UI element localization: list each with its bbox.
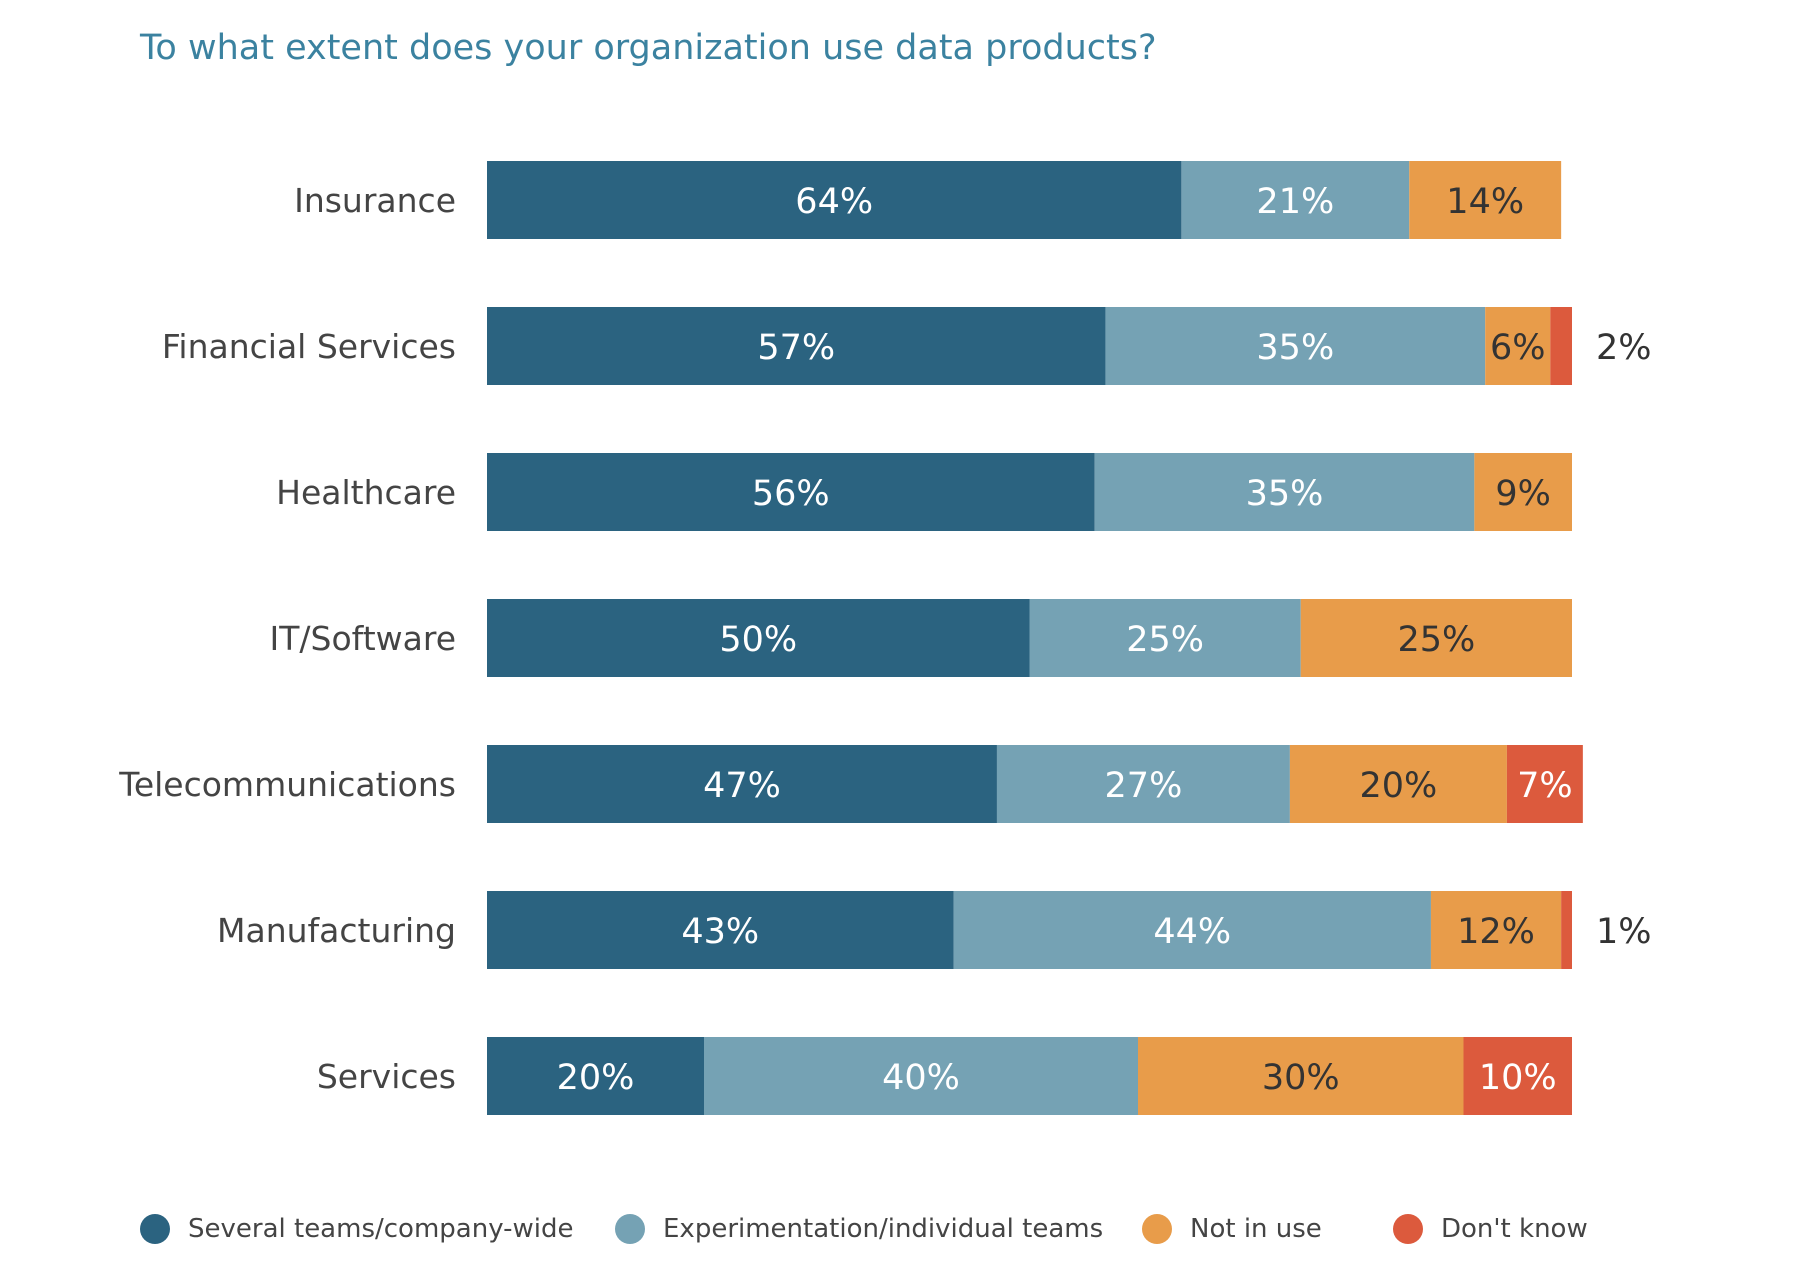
value-label: 50% — [719, 620, 797, 660]
value-label: 9% — [1495, 474, 1551, 514]
legend-label: Not in use — [1190, 1214, 1322, 1244]
value-label: 14% — [1446, 182, 1524, 222]
value-label: 25% — [1397, 620, 1475, 660]
legend-label: Experimentation/individual teams — [663, 1214, 1104, 1244]
value-label: 64% — [795, 182, 873, 222]
bar-segment — [487, 745, 997, 823]
value-label: 44% — [1153, 912, 1231, 952]
bar-segment — [953, 891, 1431, 969]
category-label: Financial Services — [162, 327, 456, 366]
value-label: 25% — [1126, 620, 1204, 660]
category-label: Insurance — [294, 181, 456, 220]
category-label: IT/Software — [270, 619, 456, 658]
chart-title: To what extent does your organization us… — [140, 28, 1157, 68]
value-label: 12% — [1457, 912, 1535, 952]
legend-swatch — [1142, 1214, 1172, 1244]
category-label: Telecommunications — [118, 765, 456, 804]
value-label: 40% — [882, 1058, 960, 1098]
legend-item: Don't know — [1393, 1214, 1588, 1244]
bar-segment — [487, 599, 1030, 677]
value-label: 56% — [752, 474, 830, 514]
bar-segment — [1506, 745, 1583, 823]
bar-segment — [1138, 1037, 1464, 1115]
bar-segment — [704, 1037, 1138, 1115]
legend-swatch — [615, 1214, 645, 1244]
bar-segment — [1094, 453, 1475, 531]
bar-segment — [1105, 307, 1486, 385]
bar-segment — [1029, 599, 1301, 677]
bar-segment — [996, 745, 1290, 823]
value-label: 47% — [703, 766, 781, 806]
legend-item: Experimentation/individual teams — [615, 1214, 1103, 1244]
legend-label: Several teams/company-wide — [188, 1214, 574, 1244]
bar-segment — [487, 891, 954, 969]
value-label: 35% — [1256, 328, 1334, 368]
value-label: 7% — [1517, 766, 1573, 806]
category-label: Manufacturing — [217, 911, 456, 950]
bar-segment — [1550, 307, 1572, 385]
value-label: 10% — [1479, 1058, 1557, 1098]
value-label: 30% — [1262, 1058, 1340, 1098]
bar-segment — [1289, 745, 1507, 823]
legend-swatch — [1393, 1214, 1423, 1244]
value-label: 1% — [1596, 912, 1652, 952]
bar-segment — [1409, 161, 1562, 239]
chart-legend: Several teams/company-wide Experimentatio… — [140, 1214, 1600, 1254]
value-label: 6% — [1490, 328, 1546, 368]
value-label: 27% — [1105, 766, 1183, 806]
bar-segment — [1300, 599, 1572, 677]
legend-item: Several teams/company-wide — [140, 1214, 574, 1244]
stacked-bar-chart: Insurance 64% 21% 14% Financial Services 57% 3… — [118, 161, 1652, 1115]
bar-segment — [1463, 1037, 1572, 1115]
value-label: 21% — [1256, 182, 1334, 222]
category-label: Services — [317, 1057, 456, 1096]
category-label: Healthcare — [276, 473, 456, 512]
bar-segment — [1181, 161, 1410, 239]
legend-swatch — [140, 1214, 170, 1244]
value-label: 20% — [1360, 766, 1438, 806]
bar-segment — [1430, 891, 1562, 969]
bar-segment — [487, 453, 1095, 531]
value-label: 57% — [757, 328, 835, 368]
value-label: 20% — [557, 1058, 635, 1098]
bar-segment — [487, 307, 1106, 385]
bar-segment — [1485, 307, 1551, 385]
legend-item: Not in use — [1142, 1214, 1322, 1244]
bar-segment — [1474, 453, 1572, 531]
bar-segment — [1561, 891, 1572, 969]
value-label: 2% — [1596, 328, 1652, 368]
value-label: 35% — [1246, 474, 1324, 514]
bar-segment — [487, 161, 1182, 239]
legend-label: Don't know — [1441, 1214, 1588, 1244]
bar-segment — [487, 1037, 704, 1115]
value-label: 43% — [681, 912, 759, 952]
